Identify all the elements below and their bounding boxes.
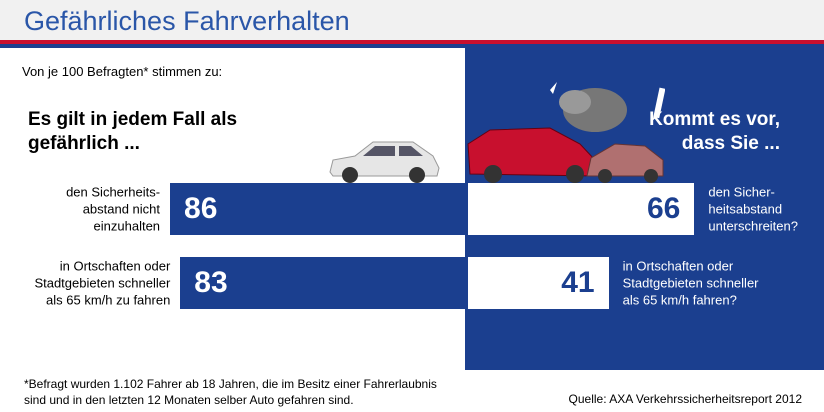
footnote: *Befragt wurden 1.102 Fahrer ab 18 Jahre… [24, 377, 437, 407]
panel-title: Es gilt in jedem Fall als gefährlich ... [28, 109, 238, 154]
bar [468, 183, 695, 235]
panel-title: Kommt es vor, dass Sie ... [649, 109, 780, 154]
category-label: den Sicher- heitsabstand unterschreiten? [708, 184, 798, 234]
bar [468, 257, 609, 309]
stripe [0, 44, 824, 48]
source: Quelle: AXA Verkehrssicherheitsreport 20… [568, 392, 802, 406]
intro: Von je 100 Befragten* stimmen zu: [22, 64, 223, 79]
header-bar [0, 0, 824, 40]
category-label: den Sicherheits- abstand nicht einzuhalt… [66, 184, 161, 234]
category-label: in Ortschaften oder Stadtgebieten schnel… [622, 258, 759, 308]
category-label: in Ortschaften oder Stadtgebieten schnel… [34, 258, 171, 308]
car-illustration [329, 141, 440, 183]
bar [170, 183, 465, 235]
bar [180, 257, 465, 309]
value-label: 83 [194, 266, 228, 299]
value-label: 66 [647, 192, 681, 225]
value-label: 41 [561, 266, 595, 299]
footer [0, 370, 824, 412]
value-label: 86 [184, 192, 218, 225]
crash-illustration [467, 82, 665, 183]
stripe [0, 40, 824, 44]
title: Gefährliches Fahrverhalten [24, 6, 350, 36]
